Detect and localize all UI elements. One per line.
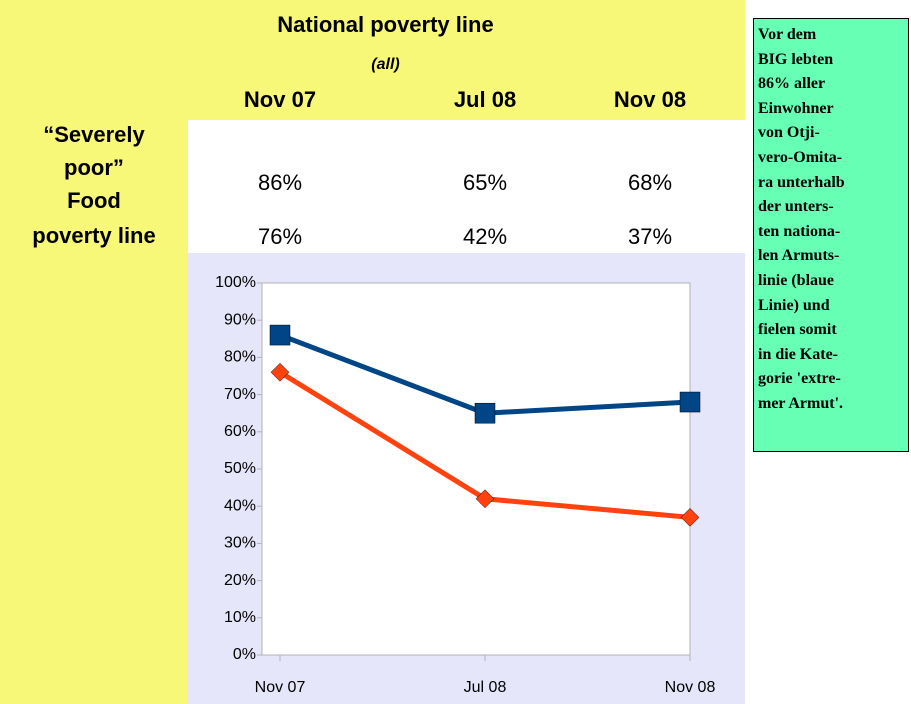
table-subtitle: (all) [371, 56, 400, 73]
note-line: linie (blaue [758, 271, 835, 289]
y-tick-label: 60% [224, 423, 256, 440]
table-title: National poverty line [277, 12, 494, 37]
row-label: “Severely [43, 122, 145, 147]
note-line: ten nationa- [758, 222, 841, 240]
cell: 37% [627, 224, 673, 249]
note-line: 86% aller [758, 75, 826, 93]
note-line: fielen somit [758, 321, 837, 339]
note-line: vero-Omita- [758, 148, 843, 166]
cell: 42% [462, 224, 508, 249]
cell: 68% [627, 170, 673, 195]
column-header: Jul 08 [453, 87, 517, 112]
note-line: BIG lebten [758, 50, 834, 68]
row-label: Food [67, 188, 121, 213]
y-tick-label: 100% [215, 274, 256, 291]
note-line: Einwohner [758, 99, 834, 117]
column-header: Nov 07 [243, 87, 317, 112]
marker [270, 362, 290, 382]
yellow-top [188, 0, 745, 120]
y-tick-label: 90% [224, 311, 256, 328]
note-line: mer Armut'. [758, 394, 844, 412]
note-line: in die Kate- [758, 345, 838, 363]
cell: 65% [462, 170, 508, 195]
note-line: len Armuts- [758, 247, 840, 265]
column-header: Nov 08 [613, 87, 687, 112]
marker [680, 508, 700, 527]
plot-area [261, 282, 691, 656]
y-tick-label: 40% [224, 497, 256, 514]
marker [269, 324, 291, 346]
y-tick-label: 10% [224, 609, 256, 626]
note-line: Vor dem [758, 26, 817, 43]
y-tick-label: 50% [224, 460, 256, 477]
cell: 86% [257, 170, 303, 195]
yellow-left [0, 0, 188, 704]
y-tick-label: 20% [224, 572, 256, 589]
note-line: der unters- [758, 198, 834, 216]
marker [474, 402, 496, 424]
x-tick-label: Jul 08 [464, 679, 507, 696]
note: Vor dem BIG lebten 86% aller Einwohner von O… [753, 18, 909, 452]
y-tick-label: 70% [224, 386, 256, 403]
row-label: poor” [64, 155, 124, 180]
x-tick-label: Nov 08 [665, 679, 716, 696]
note-line: Linie) und [758, 296, 830, 314]
cell: 76% [257, 224, 303, 249]
note-line: von Otji- [758, 124, 820, 142]
marker [679, 391, 701, 413]
row-label: poverty line [32, 223, 156, 248]
y-tick-label: 30% [224, 535, 256, 552]
marker [475, 489, 495, 509]
y-tick-label: 0% [233, 646, 256, 663]
note-line: gorie 'extre- [758, 370, 841, 388]
note-line: ra unterhalb [758, 173, 845, 191]
y-tick-label: 80% [224, 349, 256, 366]
x-tick-label: Nov 07 [255, 679, 306, 696]
